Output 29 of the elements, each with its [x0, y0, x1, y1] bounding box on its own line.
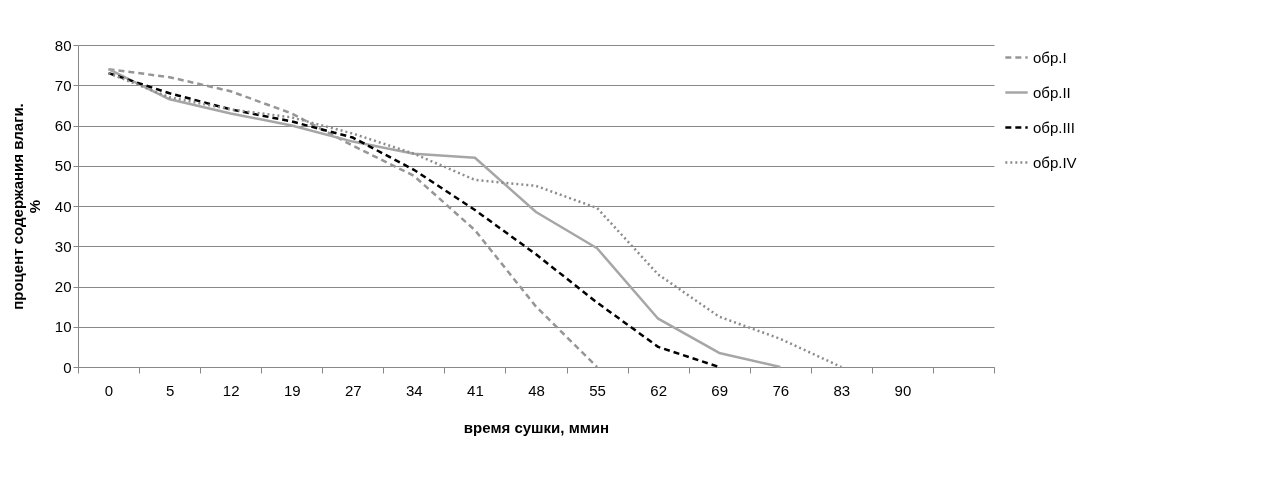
y-tick-label: 50: [54, 157, 72, 175]
x-tick-label: 27: [344, 381, 362, 399]
x-axis-title: время сушки, ммин: [463, 418, 610, 436]
legend-label: обр.IV: [1033, 153, 1077, 171]
y-tick-label: 40: [54, 197, 72, 215]
x-tick-label: 48: [528, 381, 545, 399]
x-tick-label: 90: [894, 381, 912, 399]
x-tick-label: 76: [772, 381, 790, 399]
y-tick-label: 70: [54, 76, 72, 94]
x-tick-label: 5: [165, 381, 175, 399]
x-tick-label: 62: [650, 381, 667, 399]
x-tick-label: 41: [467, 381, 484, 399]
y-tick-label: 10: [54, 318, 72, 336]
y-tick-label: 20: [54, 278, 72, 295]
x-tick-label: 0: [104, 381, 114, 399]
x-tick-label: 83: [833, 381, 851, 399]
x-tick-label: 55: [589, 381, 606, 399]
y-tick-label: 80: [54, 36, 72, 54]
y-tick-label: 60: [54, 117, 72, 134]
y-axis-title: процент содержания влаги. %: [8, 103, 43, 310]
legend-label: обр.II: [1033, 83, 1071, 101]
x-tick-label: 12: [222, 381, 240, 399]
legend-label: обр.I: [1033, 48, 1067, 66]
x-tick-label: 69: [711, 381, 729, 399]
y-tick-label: 30: [54, 237, 72, 255]
x-tick-label: 34: [406, 381, 423, 399]
legend-label: обр.III: [1033, 118, 1075, 136]
y-tick-label: 0: [63, 358, 72, 376]
x-tick-label: 19: [283, 381, 301, 399]
